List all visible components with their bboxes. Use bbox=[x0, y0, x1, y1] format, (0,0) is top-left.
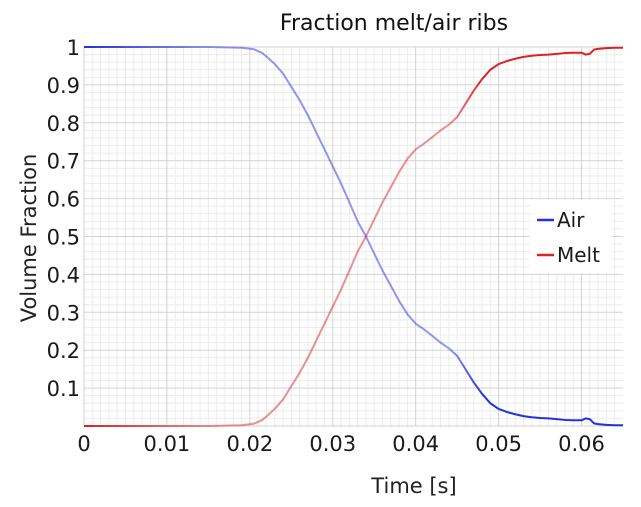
series-line-air bbox=[84, 46, 623, 427]
x-axis-label: Time [s] bbox=[370, 474, 456, 498]
x-tick-label: 0.05 bbox=[475, 432, 522, 456]
x-tick-label: 0.03 bbox=[309, 432, 356, 456]
series-line-melt bbox=[84, 46, 623, 427]
y-tick-label: 0.1 bbox=[47, 377, 80, 401]
y-tick-label: 0.7 bbox=[47, 150, 80, 174]
x-tick-label: 0 bbox=[77, 432, 90, 456]
y-tick-label: 0.8 bbox=[47, 112, 80, 136]
y-tick-label: 0.4 bbox=[47, 263, 80, 287]
legend-label-melt: Melt bbox=[557, 243, 600, 267]
series-layer bbox=[84, 46, 623, 427]
y-tick-label: 0.9 bbox=[47, 74, 80, 98]
y-tick-label: 0.3 bbox=[47, 301, 80, 325]
legend: Air Melt bbox=[530, 200, 612, 273]
x-axis-ticks: 0 0.01 0.02 0.03 0.04 0.05 0.06 bbox=[77, 432, 605, 456]
y-axis-label: Volume Fraction bbox=[17, 154, 41, 323]
y-tick-label: 0.2 bbox=[47, 339, 80, 363]
x-tick-label: 0.02 bbox=[226, 432, 273, 456]
x-tick-label: 0.06 bbox=[558, 432, 605, 456]
y-tick-label: 0.6 bbox=[47, 188, 80, 212]
x-tick-label: 0.04 bbox=[392, 432, 439, 456]
y-tick-label: 1 bbox=[67, 36, 80, 60]
x-tick-label: 0.01 bbox=[144, 432, 191, 456]
chart-title: Fraction melt/air ribs bbox=[280, 11, 508, 36]
legend-box bbox=[530, 200, 612, 273]
y-axis-ticks: 0.1 0.2 0.3 0.4 0.5 0.6 0.7 0.8 0.9 1 bbox=[47, 36, 80, 401]
legend-label-air: Air bbox=[557, 208, 585, 232]
y-tick-label: 0.5 bbox=[47, 226, 80, 250]
